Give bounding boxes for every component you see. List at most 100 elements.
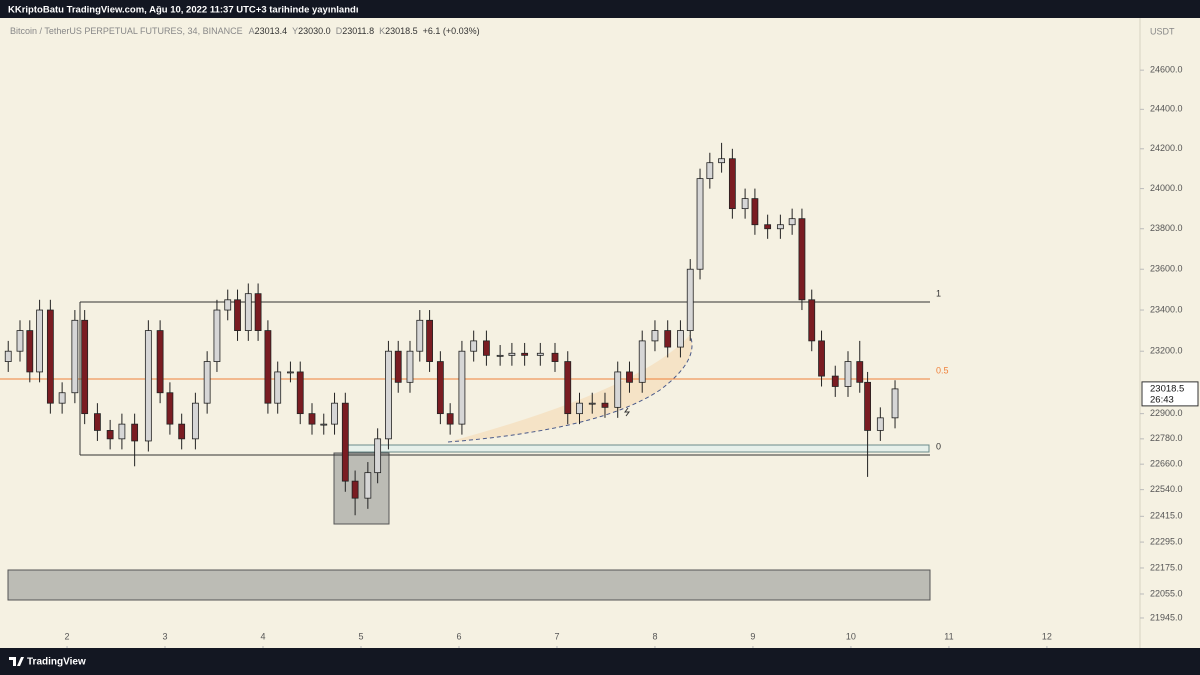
x-tick-label: 4 bbox=[260, 631, 265, 641]
countdown-label: 26:43 bbox=[1150, 394, 1174, 405]
candle-body bbox=[864, 381, 871, 431]
candle-body bbox=[191, 402, 199, 440]
candle-body bbox=[458, 350, 466, 425]
candle-body bbox=[483, 340, 490, 356]
candle-body bbox=[696, 178, 704, 270]
y-tick-label: 24400.0 bbox=[1150, 104, 1183, 114]
candle-body bbox=[436, 361, 444, 415]
candle-body bbox=[4, 350, 12, 362]
logo bbox=[9, 657, 24, 666]
legend-value: 23013.4 bbox=[255, 26, 288, 36]
y-tick-label: 22660.0 bbox=[1150, 459, 1183, 469]
x-tick-label: 5 bbox=[358, 631, 363, 641]
candle-body bbox=[234, 299, 241, 331]
candle-body bbox=[394, 350, 402, 383]
candle-body bbox=[296, 371, 304, 415]
candle-body bbox=[331, 402, 338, 425]
fib-label: 0.5 bbox=[936, 365, 949, 375]
x-tick-label: 3 bbox=[163, 631, 168, 641]
fib-label: 0 bbox=[936, 441, 941, 451]
candle-body bbox=[106, 430, 114, 440]
flash-icon bbox=[624, 407, 630, 417]
y-tick-label: 22540.0 bbox=[1150, 484, 1183, 494]
last-price-box bbox=[1141, 381, 1199, 407]
candle-body bbox=[144, 330, 152, 442]
candle-body bbox=[166, 392, 174, 425]
candle-body bbox=[686, 268, 694, 331]
candle-body bbox=[470, 340, 478, 352]
legend-change: +6.1 (+0.03%) bbox=[423, 26, 480, 36]
candle-body bbox=[798, 218, 806, 301]
candle-body bbox=[264, 330, 272, 404]
candle-body bbox=[254, 293, 262, 331]
candle-body bbox=[818, 340, 825, 377]
candle-body bbox=[788, 218, 796, 226]
y-tick-label: 22055.0 bbox=[1150, 588, 1183, 598]
legend-key: Y bbox=[292, 26, 298, 36]
legend-value: 23030.0 bbox=[298, 26, 331, 36]
y-tick-label: 23600.0 bbox=[1150, 264, 1183, 274]
candle-body bbox=[551, 352, 559, 362]
candle-body bbox=[320, 423, 328, 426]
candle-body bbox=[374, 438, 382, 474]
zone-box bbox=[7, 569, 931, 601]
candle-body bbox=[364, 472, 372, 499]
candle-body bbox=[718, 158, 725, 164]
candle-body bbox=[94, 413, 101, 431]
candle-body bbox=[728, 158, 736, 210]
candle-body bbox=[244, 293, 252, 331]
legend-key: D bbox=[336, 26, 343, 36]
fib-label: 1 bbox=[936, 288, 941, 298]
candle-body bbox=[638, 340, 646, 383]
candle-body bbox=[46, 309, 54, 404]
x-tick-label: 8 bbox=[652, 631, 657, 641]
x-tick-label: 12 bbox=[1042, 631, 1052, 641]
legend-value: 23018.5 bbox=[385, 26, 418, 36]
candle-body bbox=[496, 354, 504, 357]
y-tick-label: 22175.0 bbox=[1150, 562, 1183, 572]
header-text: KKriptoBatu TradingView.com, Ağu 10, 202… bbox=[8, 5, 358, 16]
y-tick-label: 22415.0 bbox=[1150, 511, 1183, 521]
legend-value: 23011.8 bbox=[342, 26, 374, 36]
candle-body bbox=[626, 371, 633, 383]
candle-body bbox=[446, 413, 454, 425]
candle-body bbox=[287, 371, 294, 374]
candle-body bbox=[891, 388, 899, 419]
x-tick-label: 2 bbox=[65, 631, 70, 641]
candle-body bbox=[677, 330, 684, 348]
candle-body bbox=[224, 299, 232, 311]
curve bbox=[447, 334, 693, 443]
candle-body bbox=[576, 402, 583, 415]
candle-body bbox=[341, 402, 349, 482]
candle-body bbox=[16, 330, 24, 352]
legend-key: A bbox=[249, 26, 255, 36]
candle-body bbox=[213, 309, 221, 362]
x-tick-label: 7 bbox=[554, 631, 559, 641]
candle-body bbox=[706, 162, 714, 180]
candle-body bbox=[178, 423, 186, 440]
candle-body bbox=[844, 361, 852, 387]
legend: Bitcoin / TetherUS PERPETUAL FUTURES, 34… bbox=[10, 26, 480, 36]
candle-body bbox=[131, 423, 139, 442]
y-tick-label: 24600.0 bbox=[1150, 65, 1183, 75]
candle-body bbox=[36, 309, 43, 373]
candle-body bbox=[856, 361, 864, 383]
candle-body bbox=[406, 350, 414, 383]
x-tick-label: 6 bbox=[456, 631, 461, 641]
y-tick-label: 24200.0 bbox=[1150, 143, 1183, 153]
y-tick-label: 22295.0 bbox=[1150, 536, 1183, 546]
candle-body bbox=[614, 371, 622, 408]
y-tick-label: 22900.0 bbox=[1150, 408, 1183, 418]
x-tick-label: 10 bbox=[846, 631, 856, 641]
candle-body bbox=[808, 299, 816, 342]
footer-bar bbox=[0, 648, 1200, 675]
candle-body bbox=[521, 352, 529, 356]
candle-body bbox=[601, 402, 609, 408]
candle-body bbox=[764, 224, 772, 230]
footer-brand: TradingView bbox=[27, 657, 86, 668]
y-tick-label: 23800.0 bbox=[1150, 223, 1183, 233]
candle-body bbox=[776, 224, 784, 230]
candle-body bbox=[876, 417, 884, 431]
candle-body bbox=[351, 480, 359, 499]
